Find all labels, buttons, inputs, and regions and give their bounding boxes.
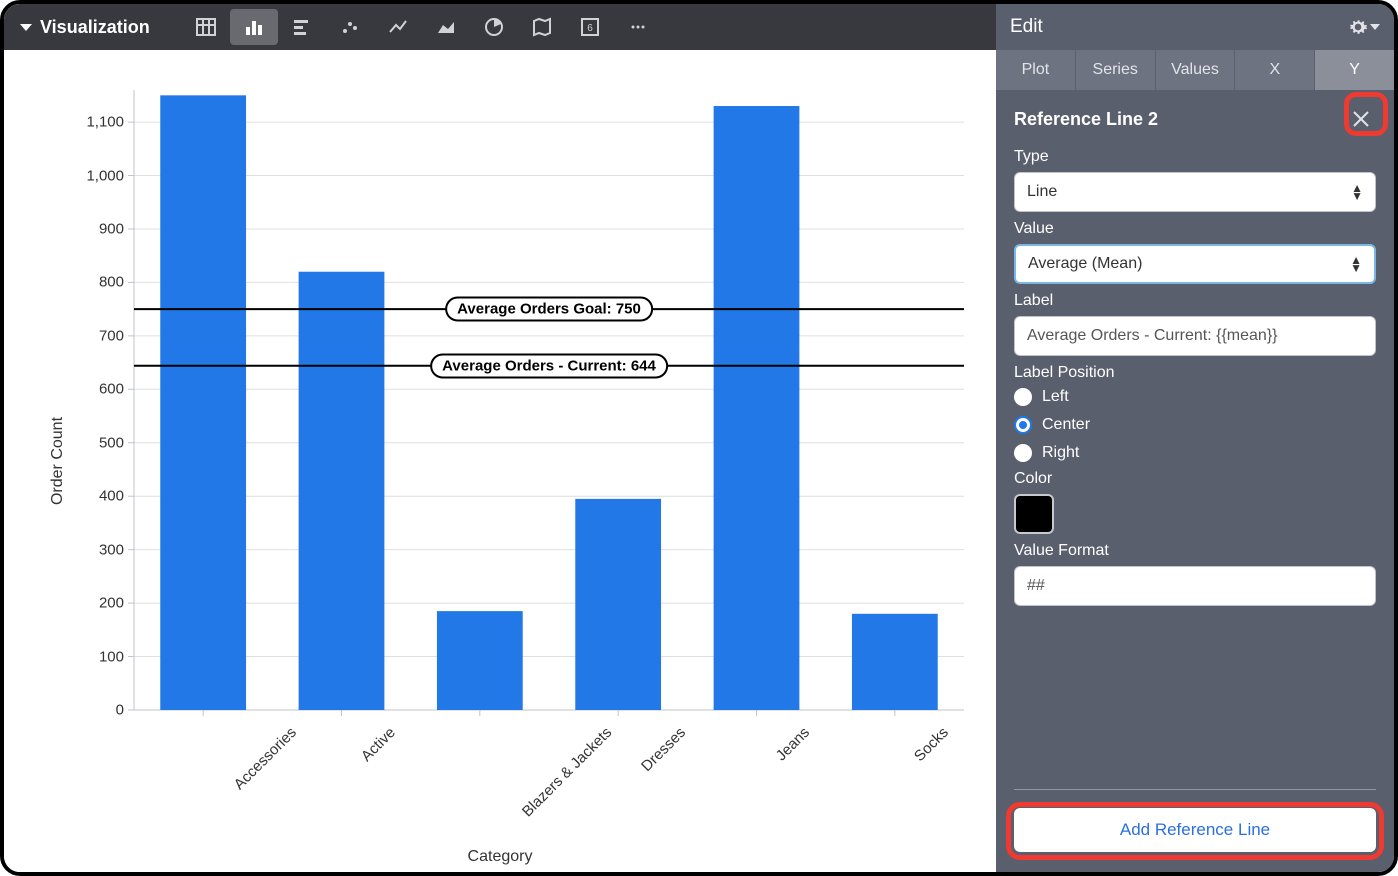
scatter-icon-button[interactable]	[326, 9, 374, 45]
table-icon	[194, 15, 218, 39]
radio-label: Right	[1042, 444, 1079, 462]
y-tick-label: 500	[64, 434, 124, 451]
radio-icon	[1014, 388, 1032, 406]
reference-line-label: Average Orders Goal: 750	[445, 297, 653, 322]
radio-icon	[1014, 416, 1032, 434]
add-reference-line-label: Add Reference Line	[1120, 820, 1270, 840]
bar-chart-icon	[242, 15, 266, 39]
gear-icon	[1348, 17, 1368, 37]
app-frame: Visualization 6 0 100 200 300 400 500 600 700 80…	[0, 0, 1398, 876]
map-icon	[530, 15, 554, 39]
radio-icon	[1014, 444, 1032, 462]
type-select-value: Line	[1027, 183, 1057, 201]
value-format-label: Value Format	[1014, 542, 1376, 560]
scatter-icon	[338, 15, 362, 39]
x-axis-title: Category	[468, 848, 533, 866]
edit-panel-body: Reference Line 2 Type Line ▲▼ Value Aver…	[996, 90, 1394, 785]
radio-center[interactable]: Center	[1014, 416, 1376, 434]
label-input-wrapper	[1014, 316, 1376, 356]
tab-plot[interactable]: Plot	[996, 50, 1076, 90]
y-tick-label: 0	[64, 702, 124, 719]
reference-line-label: Average Orders - Current: 644	[430, 353, 668, 378]
visualization-type-icons: 6	[182, 9, 662, 45]
y-tick-label: 1,000	[64, 167, 124, 184]
area-icon	[434, 15, 458, 39]
settings-gear-button[interactable]	[1348, 17, 1380, 37]
visualization-area: Visualization 6 0 100 200 300 400 500 600 700 80…	[4, 4, 996, 872]
type-label: Type	[1014, 148, 1376, 166]
value-format-input-wrapper	[1014, 566, 1376, 606]
edit-panel-footer: Add Reference Line	[996, 785, 1394, 872]
table-icon-button[interactable]	[182, 9, 230, 45]
y-tick-label: 1,100	[64, 114, 124, 131]
hbar-icon-button[interactable]	[278, 9, 326, 45]
tab-x[interactable]: X	[1235, 50, 1315, 90]
line-icon	[386, 15, 410, 39]
tab-values[interactable]: Values	[1156, 50, 1236, 90]
caret-down-icon	[1370, 24, 1380, 30]
y-tick-label: 800	[64, 274, 124, 291]
visualization-title: Visualization	[40, 17, 150, 38]
single-value-icon-button[interactable]: 6	[566, 9, 614, 45]
value-select-value: Average (Mean)	[1028, 255, 1142, 273]
radio-left[interactable]: Left	[1014, 388, 1376, 406]
hbar-icon	[290, 15, 314, 39]
label-input[interactable]	[1027, 327, 1363, 345]
chart-svg	[4, 50, 996, 872]
form-title: Reference Line 2	[1014, 109, 1158, 130]
add-reference-line-button[interactable]: Add Reference Line	[1014, 808, 1376, 852]
area-icon-button[interactable]	[422, 9, 470, 45]
y-tick-label: 400	[64, 488, 124, 505]
tab-y[interactable]: Y	[1315, 50, 1394, 90]
single-value-icon: 6	[578, 15, 602, 39]
label-position-radio-group: Left Center Right	[1014, 388, 1376, 462]
map-icon-button[interactable]	[518, 9, 566, 45]
updown-icon: ▲▼	[1350, 256, 1362, 272]
pie-icon-button[interactable]	[470, 9, 518, 45]
radio-label: Left	[1042, 388, 1069, 406]
label-position-label: Label Position	[1014, 364, 1376, 382]
visualization-title-group[interactable]: Visualization	[12, 17, 158, 38]
line-icon-button[interactable]	[374, 9, 422, 45]
edit-header: Edit	[996, 4, 1394, 50]
pie-icon	[482, 15, 506, 39]
close-icon	[1352, 110, 1370, 128]
visualization-header: Visualization 6	[4, 4, 996, 50]
more-icon	[626, 15, 650, 39]
value-label: Value	[1014, 220, 1376, 238]
y-tick-label: 300	[64, 541, 124, 558]
edit-tabs: PlotSeriesValuesXY	[996, 50, 1394, 90]
chart-wrapper: 0 100 200 300 400 500 600 700 800 900 1,000 1,100 A…	[4, 50, 996, 872]
edit-panel: Edit PlotSeriesValuesXY Reference Line 2…	[996, 4, 1394, 872]
radio-right[interactable]: Right	[1014, 444, 1376, 462]
radio-label: Center	[1042, 416, 1090, 434]
value-select[interactable]: Average (Mean) ▲▼	[1014, 244, 1376, 284]
y-tick-label: 200	[64, 595, 124, 612]
y-tick-label: 100	[64, 648, 124, 665]
caret-down-icon	[20, 24, 32, 31]
updown-icon: ▲▼	[1351, 184, 1363, 200]
y-axis-title: Order Count	[49, 417, 67, 505]
value-format-input[interactable]	[1027, 577, 1363, 595]
form-title-row: Reference Line 2	[1014, 104, 1376, 134]
label-field-label: Label	[1014, 292, 1376, 310]
y-tick-label: 600	[64, 381, 124, 398]
bar-chart-icon-button[interactable]	[230, 9, 278, 45]
edit-title: Edit	[1010, 16, 1043, 38]
y-tick-label: 900	[64, 220, 124, 237]
svg-text:6: 6	[587, 23, 593, 34]
divider	[1014, 789, 1376, 790]
close-button[interactable]	[1346, 104, 1376, 134]
color-swatch[interactable]	[1014, 494, 1054, 534]
type-select[interactable]: Line ▲▼	[1014, 172, 1376, 212]
more-icon-button[interactable]	[614, 9, 662, 45]
color-label: Color	[1014, 470, 1376, 488]
tab-series[interactable]: Series	[1076, 50, 1156, 90]
y-tick-label: 700	[64, 327, 124, 344]
